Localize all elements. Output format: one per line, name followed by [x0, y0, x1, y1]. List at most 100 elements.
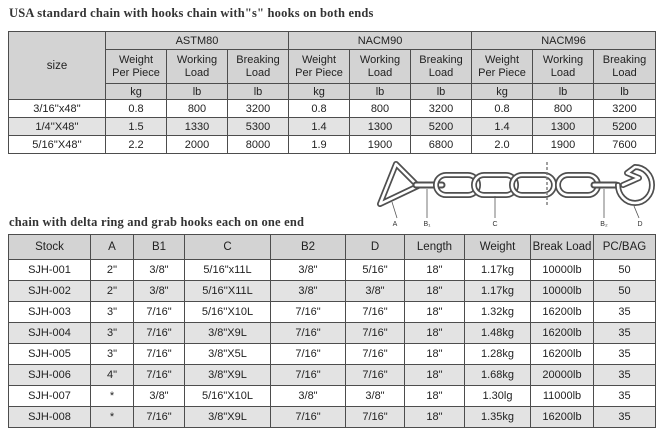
value-cell: 0.8 — [471, 99, 533, 118]
value-cell: 50 — [593, 259, 656, 281]
value-cell: 18" — [404, 343, 465, 365]
value-cell: 35 — [593, 322, 656, 344]
spec-group-header-row: size ASTM80 NACM90 NACM96 — [8, 31, 656, 100]
unit-cell: kg — [288, 83, 350, 100]
value-cell: 7/16" — [133, 406, 185, 428]
diagram-label-b1: B₁ — [423, 221, 431, 228]
value-cell: 8000 — [227, 135, 289, 154]
value-cell: 1.48kg — [464, 322, 531, 344]
value-cell: 5/16" — [345, 259, 405, 281]
value-cell: 800 — [349, 99, 411, 118]
value-cell: 35 — [593, 301, 656, 323]
value-cell: 1.28kg — [464, 343, 531, 365]
value-cell: 18" — [404, 301, 465, 323]
value-cell: 10000lb — [530, 259, 594, 281]
value-cell: 3/8" — [133, 259, 185, 281]
page-title-stock: chain with delta ring and grab hooks eac… — [9, 215, 305, 229]
col-header-a: A — [90, 234, 134, 260]
stock-table-row: SJH-002 2'' 3/8" 5/16''X11L 3/8" 3/8" 18" 1.17k… — [8, 280, 656, 302]
value-cell: 1300 — [532, 117, 594, 136]
col-header-c: C — [184, 234, 271, 260]
value-cell: 7/16" — [133, 343, 185, 365]
value-cell: 2.2 — [105, 135, 167, 154]
stock-table-row: SJH-001 2'' 3/8" 5/16"x11L 3/8" 5/16" 18" 1.17k… — [8, 259, 656, 281]
value-cell: 18" — [404, 406, 465, 428]
value-cell: 7/16" — [345, 364, 405, 386]
value-cell: 1.9 — [288, 135, 350, 154]
sub-header-cell: Weight Per Piece — [105, 49, 167, 84]
group-header-nacm90: NACM90 — [288, 31, 472, 50]
value-cell: 3/8"X9L — [184, 322, 271, 344]
value-cell: 7/16" — [345, 322, 405, 344]
value-cell: 18" — [404, 364, 465, 386]
spec-table: size ASTM80 NACM90 NACM96 Weight Per Pie… — [8, 31, 656, 154]
sub-header-cell: Breaking Load — [593, 49, 656, 84]
page-title-spec: USA standard chain with hooks chain with… — [9, 6, 374, 20]
value-cell: 3/8" — [270, 259, 346, 281]
value-cell: 1900 — [349, 135, 411, 154]
value-cell: 3200 — [227, 99, 289, 118]
group-header-nacm96: NACM96 — [471, 31, 656, 50]
group-header-astm80: ASTM80 — [105, 31, 289, 50]
value-cell: 3/8" — [270, 280, 346, 302]
spec-unit-row: kg lb lb kg lb lb kg lb lb — [9, 83, 656, 100]
value-cell: 3/8"X5L — [184, 343, 271, 365]
value-cell: 7/16" — [133, 364, 185, 386]
stock-table-row: SJH-005 3" 7/16" 3/8"X5L 7/16" 7/16" 18" 1.28kg… — [8, 343, 656, 365]
value-cell: 16200lb — [530, 322, 594, 344]
value-cell: 2.0 — [471, 135, 533, 154]
value-cell: 3/8" — [133, 280, 185, 302]
value-cell: 5/16''X11L — [184, 280, 271, 302]
value-cell: 16200lb — [530, 301, 594, 323]
col-header-pc-bag: PC/BAG — [593, 234, 656, 260]
value-cell: 1.68kg — [464, 364, 531, 386]
value-cell: 6800 — [410, 135, 472, 154]
value-cell: 18" — [404, 259, 465, 281]
value-cell: 7/16" — [270, 322, 346, 344]
value-cell: 4" — [90, 364, 134, 386]
value-cell: 5/16"X10L — [184, 385, 271, 407]
sub-header-cell: Breaking Load — [410, 49, 472, 84]
value-cell: 3200 — [410, 99, 472, 118]
chain-assembly-diagram: A B₁ C B₂ D — [377, 161, 655, 228]
size-cell: 3/16''x48'' — [8, 99, 106, 118]
value-cell: 35 — [593, 364, 656, 386]
value-cell: 7/16" — [133, 322, 185, 344]
stock-id-cell: SJH-001 — [8, 259, 91, 281]
value-cell: 7/16" — [270, 301, 346, 323]
value-cell: 3/8" — [133, 385, 185, 407]
diagram-label-b2: B₂ — [600, 221, 608, 228]
value-cell: 7/16" — [270, 343, 346, 365]
stock-id-cell: SJH-005 — [8, 343, 91, 365]
spec-table-row: 3/16''x48'' 0.8 800 3200 0.8 800 3200 0.8 800 320… — [8, 99, 656, 118]
sub-header-cell: Weight Per Piece — [288, 49, 350, 84]
unit-cell: kg — [471, 83, 533, 100]
value-cell: 1.4 — [471, 117, 533, 136]
col-header-b2: B2 — [270, 234, 346, 260]
diagram-label-a: A — [393, 221, 398, 228]
stock-table-row: SJH-004 3" 7/16" 3/8"X9L 7/16" 7/16" 18" 1.48kg… — [8, 322, 656, 344]
stock-table-row: SJH-007 * 3/8" 5/16"X10L 3/8" 3/8" 18" 1.30lg 11… — [8, 385, 656, 407]
size-column-header: size — [8, 31, 106, 100]
value-cell: 0.8 — [288, 99, 350, 118]
stock-id-cell: SJH-006 — [8, 364, 91, 386]
value-cell: 5300 — [227, 117, 289, 136]
size-cell: 5/16''X48'' — [8, 135, 106, 154]
unit-cell: lb — [532, 83, 594, 100]
value-cell: 18" — [404, 322, 465, 344]
value-cell: 7/16" — [133, 301, 185, 323]
value-cell: 7/16" — [345, 343, 405, 365]
spec-sub-header-row: Weight Per Piece Working Load Breaking Loa… — [9, 49, 656, 84]
unit-cell: lb — [410, 83, 472, 100]
unit-cell: kg — [105, 83, 167, 100]
delta-ring-icon — [377, 161, 421, 207]
grab-hook-icon — [615, 164, 655, 206]
value-cell: 7/16" — [270, 364, 346, 386]
value-cell: 3/8"X9L — [184, 364, 271, 386]
diagram-label-c: C — [492, 221, 497, 228]
stock-table-body: SJH-001 2'' 3/8" 5/16"x11L 3/8" 5/16" 18" 1.17k… — [8, 259, 656, 428]
value-cell: 3" — [90, 322, 134, 344]
stock-table-row: SJH-006 4" 7/16" 3/8"X9L 7/16" 7/16" 18" 1.68kg… — [8, 364, 656, 386]
sub-header-cell: Weight Per Piece — [471, 49, 533, 84]
value-cell: 16200lb — [530, 343, 594, 365]
